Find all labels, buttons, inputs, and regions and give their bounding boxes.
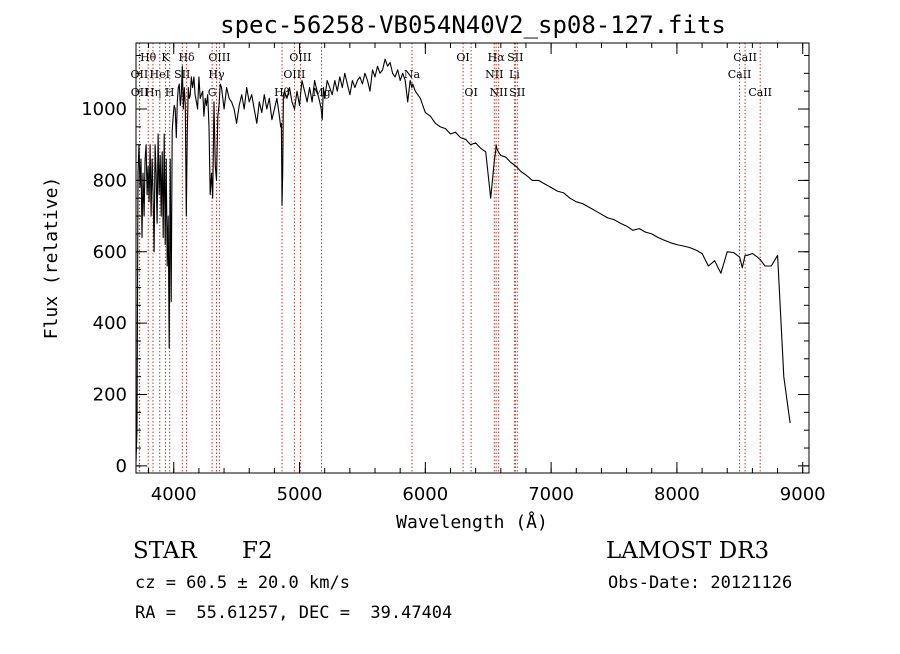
redshift-readout: cz = 60.5 ± 20.0 km/s (135, 573, 350, 593)
spectral-line-label: NII (485, 68, 503, 81)
spectral-line-label: Hγ (208, 68, 225, 81)
spectral-line-label: Mg (312, 86, 330, 99)
object-class: STAR (133, 538, 197, 564)
spectral-line-label: SII (509, 86, 525, 99)
object-subclass: F2 (242, 538, 273, 564)
x-tick-label: 5000 (277, 484, 323, 505)
spectral-line-label: OI (456, 51, 469, 64)
spectral-line-label: Li (509, 68, 520, 81)
spectral-line-label: CaII (728, 68, 752, 81)
spectral-line-label: H (165, 86, 175, 99)
spectral-line-label: OIII (283, 68, 305, 81)
y-tick-label: 800 (93, 170, 127, 191)
y-tick-label: 400 (93, 313, 127, 334)
spectral-line-label: CaII (748, 86, 772, 99)
y-tick-label: 200 (93, 384, 127, 405)
y-tick-label: 600 (93, 242, 127, 263)
spectral-line-label: Hα (488, 51, 506, 64)
y-axis-label: Flux (relative) (41, 177, 62, 340)
spectral-line-label: G (208, 86, 217, 99)
spectral-line-label: CaII (733, 51, 757, 64)
spectral-line-label: OII (131, 86, 149, 99)
obs-date: Obs-Date: 20121126 (608, 573, 793, 593)
plot-frame (135, 42, 810, 474)
x-tick-label: 4000 (151, 484, 197, 505)
spectrum-layer (135, 58, 791, 463)
survey-name: LAMOST DR3 (606, 538, 770, 564)
x-axis-label: Wavelength (Å) (396, 511, 548, 533)
spectral-line-label: K (161, 51, 170, 64)
spectral-line-label: Na (404, 68, 421, 81)
x-tick-label: 7000 (528, 484, 574, 505)
axes-layer: 4000 5000 6000 7000 8000 9000 0 200 400 600 800 100… (81, 43, 826, 505)
spectral-line-label: Hθ (140, 51, 157, 64)
spectral-line-label: OIII (208, 51, 230, 64)
spectral-line-label: Hη (145, 86, 161, 99)
chart-title: spec-56258-VB054N40V2_sp08-127.fits (220, 11, 726, 39)
y-tick-label: 0 (116, 456, 127, 477)
x-tick-label: 6000 (402, 484, 448, 505)
x-tick-label: 8000 (654, 484, 700, 505)
y-tick-label: 1000 (81, 99, 127, 120)
coordinates: RA = 55.61257, DEC = 39.47404 (135, 603, 453, 623)
spectral-line-label: Hδ (178, 51, 195, 64)
spectral-line-label: OIII (289, 51, 311, 64)
spectral-line-label: HeI (150, 68, 170, 81)
spectral-line-label: SII (507, 51, 523, 64)
spectrum-series (135, 58, 791, 463)
spectral-line-label: OI (464, 86, 477, 99)
x-tick-label: 9000 (780, 484, 826, 505)
spectral-line-label: NII (490, 86, 508, 99)
